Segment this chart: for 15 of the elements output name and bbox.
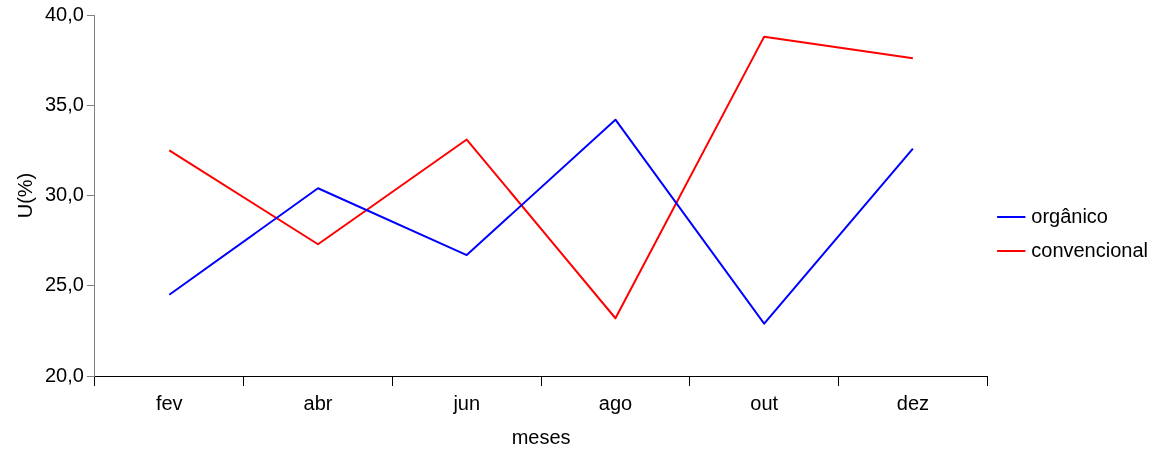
x-axis-title: meses xyxy=(511,425,571,448)
y-tick-label: 25,0 xyxy=(44,273,84,296)
legend-label: convencional xyxy=(1031,238,1148,261)
x-tick-label: fev xyxy=(155,391,183,414)
x-tick-label: abr xyxy=(303,391,333,414)
y-tick-label: 30,0 xyxy=(44,183,84,206)
y-axis-title: U(%) xyxy=(13,172,36,219)
x-tick-label: ago xyxy=(598,391,633,414)
y-tick-label: 40,0 xyxy=(44,2,84,25)
y-tick-label: 35,0 xyxy=(44,92,84,115)
y-tick-label: 20,0 xyxy=(44,363,84,386)
legend-label: orgânico xyxy=(1031,204,1108,227)
x-tick-label: dez xyxy=(896,391,930,414)
x-tick-label: jun xyxy=(452,391,481,414)
x-tick-label: out xyxy=(750,391,779,414)
